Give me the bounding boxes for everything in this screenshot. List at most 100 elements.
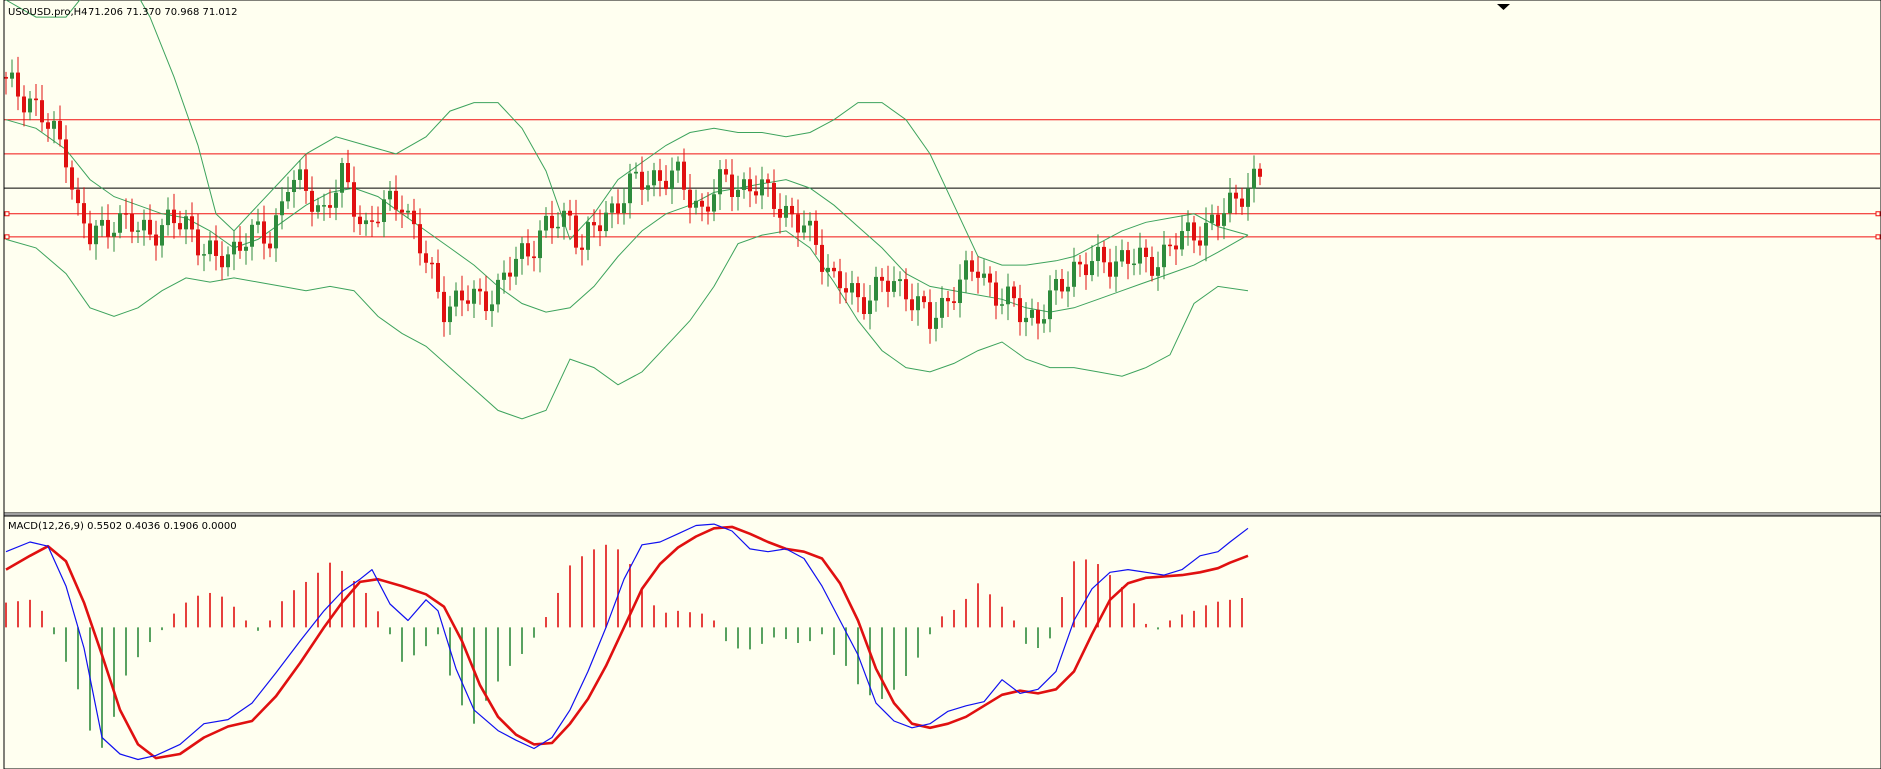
candle bbox=[112, 221, 116, 252]
candle-body bbox=[790, 205, 794, 215]
candle bbox=[244, 233, 248, 265]
candle bbox=[790, 197, 794, 228]
candle bbox=[346, 149, 350, 189]
candle bbox=[394, 175, 398, 221]
candle-body bbox=[4, 76, 8, 79]
candle bbox=[208, 231, 212, 262]
candle bbox=[64, 125, 68, 184]
candle-body bbox=[160, 225, 164, 246]
candle bbox=[130, 198, 134, 244]
candle-body bbox=[628, 173, 632, 204]
candle-body bbox=[1132, 263, 1136, 266]
candle bbox=[1186, 210, 1190, 246]
candle bbox=[1078, 255, 1082, 277]
candle-body bbox=[316, 205, 320, 212]
candle bbox=[1132, 248, 1136, 276]
candle bbox=[796, 199, 800, 247]
candle-body bbox=[1210, 214, 1214, 223]
candle-body bbox=[838, 271, 842, 289]
candle bbox=[4, 71, 8, 95]
candle-body bbox=[16, 72, 20, 97]
macd-signal-line[interactable] bbox=[5, 525, 1249, 760]
candle-body bbox=[676, 161, 680, 171]
candle bbox=[238, 226, 242, 259]
candle-body bbox=[40, 100, 44, 123]
candle bbox=[802, 210, 806, 240]
candle-body bbox=[526, 243, 530, 257]
candle-body bbox=[796, 214, 800, 233]
symbol-label: USOUSD.pro,H4 bbox=[8, 7, 88, 18]
candle bbox=[856, 276, 860, 313]
candle bbox=[550, 200, 554, 244]
candle-body bbox=[706, 206, 710, 212]
candle-body bbox=[670, 170, 674, 190]
candle-body bbox=[370, 220, 374, 222]
candle-body bbox=[310, 190, 314, 212]
candle bbox=[1198, 226, 1202, 256]
candle bbox=[808, 212, 812, 242]
candle bbox=[616, 189, 620, 225]
candle-body bbox=[772, 182, 776, 209]
candle bbox=[574, 199, 578, 255]
candle-body bbox=[280, 201, 284, 216]
candle-body bbox=[196, 229, 200, 256]
line-handle-left-4[interactable] bbox=[4, 234, 10, 240]
candle bbox=[964, 250, 968, 293]
candle bbox=[592, 209, 596, 238]
candle-body bbox=[964, 260, 968, 280]
candle bbox=[640, 156, 644, 205]
candle-body bbox=[166, 209, 170, 226]
macd-main-line[interactable] bbox=[5, 523, 1249, 761]
candle bbox=[778, 193, 782, 234]
candle bbox=[292, 170, 296, 208]
shift-marker-icon[interactable] bbox=[1497, 4, 1510, 10]
candle bbox=[1234, 184, 1238, 215]
candle bbox=[922, 290, 926, 309]
candle-body bbox=[490, 304, 494, 312]
candle bbox=[1060, 269, 1064, 299]
candle-body bbox=[664, 180, 668, 190]
line-handle-left-3[interactable] bbox=[4, 211, 10, 217]
candle-body bbox=[46, 122, 50, 129]
pane-divider[interactable] bbox=[0, 513, 1881, 516]
candle-body bbox=[1060, 278, 1064, 292]
candle bbox=[310, 176, 314, 227]
candle bbox=[520, 236, 524, 275]
candle bbox=[52, 111, 56, 144]
candle bbox=[490, 290, 494, 327]
candle-body bbox=[1216, 214, 1220, 226]
candle bbox=[34, 84, 38, 116]
candle-body bbox=[346, 163, 350, 183]
candle bbox=[484, 275, 488, 321]
candle-body bbox=[598, 225, 602, 232]
candle-body bbox=[688, 189, 692, 208]
candle-body bbox=[34, 98, 38, 101]
price-pane[interactable] bbox=[3, 0, 1881, 514]
candle bbox=[376, 206, 380, 228]
candle-body bbox=[910, 299, 914, 311]
candle-body bbox=[124, 213, 128, 215]
candle bbox=[202, 243, 206, 272]
candle-body bbox=[550, 215, 554, 229]
line-handle-right-3[interactable] bbox=[1875, 211, 1881, 217]
candle-body bbox=[934, 317, 938, 329]
candle bbox=[634, 162, 638, 179]
line-handle-right-4[interactable] bbox=[1875, 234, 1881, 240]
candle bbox=[862, 283, 866, 320]
candle bbox=[1102, 240, 1106, 274]
candle bbox=[166, 197, 170, 236]
candle-body bbox=[148, 219, 152, 235]
candle-body bbox=[322, 205, 326, 207]
candle-body bbox=[886, 280, 890, 292]
candle-body bbox=[814, 220, 818, 245]
candle bbox=[1216, 205, 1220, 241]
candle-body bbox=[508, 272, 512, 277]
candle bbox=[526, 229, 530, 266]
macd-pane[interactable] bbox=[3, 515, 1881, 769]
candle bbox=[1090, 245, 1094, 282]
candle-body bbox=[742, 179, 746, 190]
candle-body bbox=[220, 255, 224, 268]
candle bbox=[226, 246, 230, 277]
candle bbox=[844, 272, 848, 304]
